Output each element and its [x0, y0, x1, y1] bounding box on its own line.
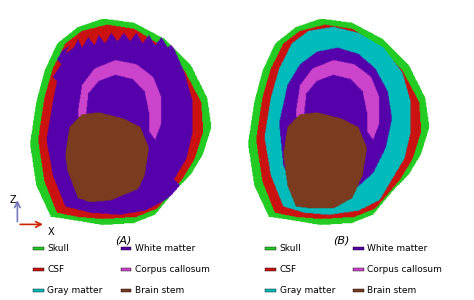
Bar [33, 268, 44, 271]
Bar [353, 268, 364, 271]
Bar [353, 247, 364, 250]
Text: Brain stem: Brain stem [367, 286, 417, 295]
Text: Z: Z [10, 195, 17, 205]
Bar [353, 289, 364, 292]
Bar [121, 289, 131, 292]
Bar [33, 289, 44, 292]
Text: Gray matter: Gray matter [280, 286, 335, 295]
Text: Skull: Skull [47, 244, 69, 253]
Bar [265, 289, 276, 292]
Text: Skull: Skull [280, 244, 301, 253]
Text: CSF: CSF [47, 265, 64, 274]
Text: (B): (B) [333, 236, 349, 246]
Text: Gray matter: Gray matter [47, 286, 103, 295]
Text: Corpus callosum: Corpus callosum [367, 265, 442, 274]
Bar [265, 247, 276, 250]
Text: CSF: CSF [280, 265, 297, 274]
Bar [33, 247, 44, 250]
Text: White matter: White matter [135, 244, 195, 253]
Text: (A): (A) [115, 236, 131, 246]
Text: Corpus callosum: Corpus callosum [135, 265, 210, 274]
Text: Brain stem: Brain stem [135, 286, 184, 295]
Text: White matter: White matter [367, 244, 428, 253]
Bar [121, 268, 131, 271]
Text: X: X [48, 227, 55, 237]
Bar [265, 268, 276, 271]
Bar [121, 247, 131, 250]
